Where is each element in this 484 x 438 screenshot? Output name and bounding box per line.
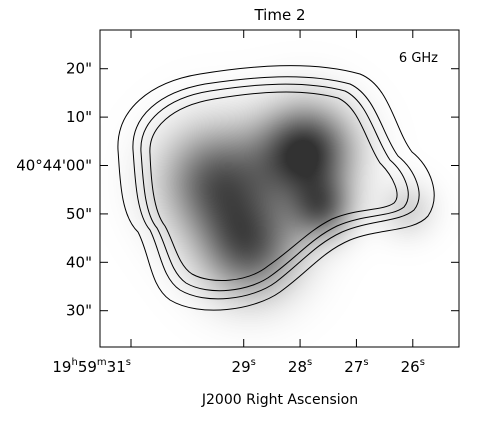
x-tick-labels: 19h59m31s 29s 28s 27s 26s [52,357,425,376]
contour-level-2 [132,76,420,300]
intensity-map [100,30,459,347]
y-tick-label: 20" [66,60,92,78]
axis-ticks [100,30,459,347]
intensity-image [100,30,459,347]
x-tick-label: 26s [401,357,425,376]
x-tick-label: 29s [232,357,256,376]
x-tick-label: 27s [344,357,368,376]
plot-frame [99,29,460,348]
y-tick-label: 40" [66,253,92,271]
y-tick-label: 30" [66,302,92,320]
contour-level-4 [149,91,398,282]
y-tick-label: 10" [66,108,92,126]
frequency-label: 6 GHz [399,51,438,66]
x-tick-label: 19h59m31s [52,357,131,376]
chart-title: Time 2 [253,6,305,24]
x-tick-label: 28s [288,357,312,376]
y-tick-label: 50" [66,205,92,223]
contour-level-3 [140,83,409,292]
y-tick-labels: 20" 10" 40°44'00" 50" 40" 30" [16,60,92,320]
y-tick-label: 40°44'00" [16,157,92,175]
x-axis-label: J2000 Right Ascension [201,392,358,408]
contour-level-1 [117,65,435,311]
